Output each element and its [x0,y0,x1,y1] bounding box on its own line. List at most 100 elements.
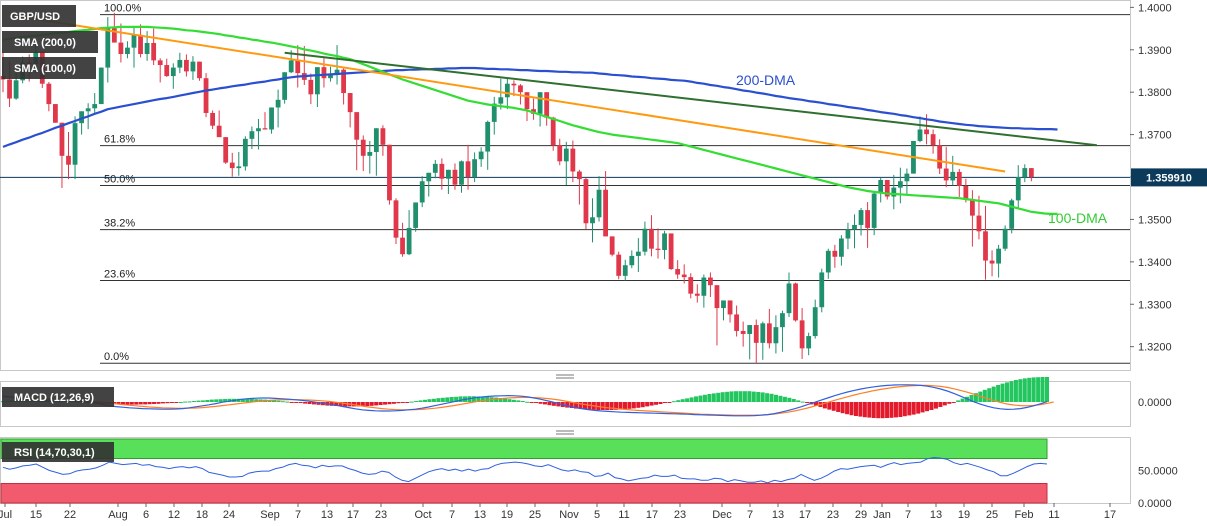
macd-hist-bar-183 [813,402,818,406]
candle-body-68 [446,169,451,179]
candle-body-117 [766,323,772,344]
macd-hist-bar-150 [667,402,672,403]
candle-body-22 [144,42,150,55]
candle-body-40 [262,128,268,130]
macd-hist-bar-56 [249,399,254,402]
candle-body-96 [629,255,635,266]
macd-hist-bar-214 [951,402,956,403]
candle-body-134 [878,179,884,194]
x-tick-label-31: 13 [930,509,942,521]
macd-hist-bar-139 [618,402,623,410]
macd-hist-bar-194 [862,402,867,418]
macd-hist-bar-87 [387,402,392,405]
candle-body-49 [321,67,327,79]
candle-body-77 [504,83,510,98]
macd-hist-bar-115 [511,399,516,402]
macd-hist-bar-125 [556,402,561,407]
candle-body-60 [393,200,399,238]
candle-body-14 [92,104,98,109]
candle-body-45 [295,60,301,74]
legend-sma200[interactable]: SMA (200,0) [2,31,98,53]
candle-body-124 [812,307,818,337]
macd-hist-bar-170 [756,392,761,402]
macd-hist-bar-108 [480,396,485,402]
macd-hist-bar-50 [223,399,228,402]
macd-hist-bar-128 [569,402,574,408]
x-tick-label-33: 25 [986,509,998,521]
macd-hist-bar-118 [525,401,530,403]
price-tick-label-3: 1.3700 [1138,130,1172,142]
candle-body-79 [518,85,523,93]
x-tick-label-8: Sep [260,509,280,521]
macd-hist-bar-200 [889,402,894,418]
macd-hist-bar-84 [374,402,379,406]
pane-divider-handle-1[interactable] [556,374,574,379]
macd-hist-bar-164 [729,391,734,402]
macd-hist-bar-198 [880,402,885,419]
macd-hist-bar-127 [565,402,570,408]
macd-hist-bar-86 [383,402,388,405]
x-tick-label-4: 6 [143,509,149,521]
candle-body-39 [256,128,261,132]
legend-rsi[interactable]: RSI (14,70,30,1) [2,442,114,462]
x-tick-label-6: 18 [196,509,208,521]
candle-body-29 [190,61,196,72]
macd-hist-bar-142 [631,402,636,409]
candle-body-20 [131,34,137,48]
x-tick-label-30: 7 [905,509,911,521]
candle-body-43 [282,72,288,100]
macd-hist-bar-42 [187,401,192,403]
macd-hist-bar-111 [494,397,499,402]
candle-body-100 [655,248,661,250]
candle-body-112 [734,314,739,331]
candle-body-73 [478,151,484,160]
candle-body-66 [432,163,438,173]
macd-hist-bar-210 [933,402,938,409]
candle-body-61 [400,237,405,255]
macd-hist-bar-98 [436,398,441,402]
candle-body-1 [7,79,12,99]
legend-macd[interactable]: MACD (12,26,9) [2,387,114,407]
rsi-series [0,438,1048,504]
macd-hist-bar-191 [849,402,854,416]
macd-hist-bar-162 [720,392,725,402]
x-tick-label-27: 23 [827,509,839,521]
legend-symbol[interactable]: GBP/USD [2,5,76,27]
candle-body-114 [747,325,753,334]
candle-body-74 [485,121,491,152]
macd-hist-bar-195 [867,402,872,418]
macd-hist-bar-193 [858,402,863,417]
macd-hist-bar-168 [747,391,752,402]
candle-body-67 [439,163,445,179]
candle-body-63 [413,202,419,228]
macd-hist-bar-202 [898,402,903,417]
candle-body-141 [924,129,929,135]
macd-hist-bar-232 [1031,377,1036,402]
candle-body-52 [341,69,346,94]
legend-sma200-label: SMA (200,0) [14,37,76,49]
legend-sma100[interactable]: SMA (100,0) [2,57,96,79]
candle-body-31 [203,78,209,113]
pane-divider-handle-2[interactable] [556,430,574,435]
legend-symbol-label: GBP/USD [10,11,60,23]
moving-averages [2,25,1058,215]
macd-hist-bar-235 [1045,377,1049,402]
macd-hist-bar-54 [240,398,245,402]
macd-line [2,384,1048,417]
x-tick-label-1: 15 [30,509,42,521]
trend-line-green [284,51,1097,147]
macd-hist-bar-187 [831,402,836,411]
candle-body-11 [72,123,78,165]
macd-hist-bar-161 [716,392,721,402]
x-tick-label-19: 5 [594,509,600,521]
candle-body-13 [85,108,91,112]
candle-body-64 [419,181,425,203]
macd-hist-bar-117 [520,401,525,402]
macd-hist-bar-119 [529,402,534,403]
macd-hist-bar-173 [769,393,774,402]
candle-body-10 [66,155,71,165]
macd-hist-bar-176 [782,396,787,402]
candle-body-119 [780,313,785,328]
candle-body-38 [249,131,255,139]
